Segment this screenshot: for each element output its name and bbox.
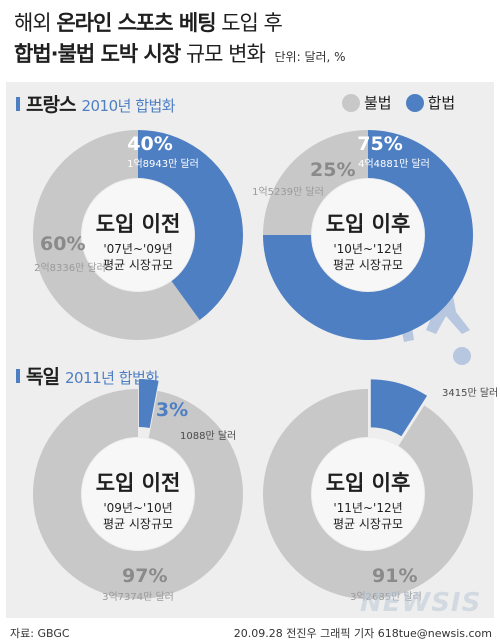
illegal-slice bbox=[263, 130, 368, 235]
donut-center-title: 도입 이후 bbox=[326, 471, 411, 495]
illegal-percent-label: 25% bbox=[310, 159, 355, 181]
germany-country: 독일 bbox=[26, 366, 60, 388]
donut-hole bbox=[312, 438, 424, 550]
title-block: 해외 온라인 스포츠 베팅 도입 후 합법·불법 도박 시장 규모 변화 단위:… bbox=[14, 8, 490, 73]
donut-hole bbox=[82, 438, 194, 550]
legal-amount-label: 3415만 달러 bbox=[442, 387, 498, 399]
donut-center-period: '11년~'12년 bbox=[333, 501, 402, 515]
donut-hole bbox=[82, 179, 194, 291]
legal-amount-label: 1088만 달러 bbox=[180, 430, 236, 442]
donut-center-title: 도입 이후 bbox=[326, 212, 411, 236]
title-line-1: 해외 온라인 스포츠 베팅 도입 후 bbox=[14, 8, 490, 39]
title-line-2: 합법·불법 도박 시장 규모 변화 단위: 달러, % bbox=[14, 39, 490, 73]
unit-label: 단위: 달러, % bbox=[274, 50, 346, 64]
illegal-slice bbox=[262, 389, 473, 599]
legal-percent-label: 40% bbox=[127, 133, 172, 155]
germany-section-title: 독일 2011년 합법화 bbox=[16, 362, 159, 389]
legal-slice bbox=[263, 130, 473, 340]
donut-center-subtitle: 평균 시장규모 bbox=[103, 517, 173, 531]
section-marker-icon bbox=[16, 97, 20, 111]
donut-center-period: '09년~'10년 bbox=[103, 501, 172, 515]
title-post-1: 도입 후 bbox=[221, 11, 283, 35]
illegal-amount-label: 3억7374만 달러 bbox=[102, 591, 174, 603]
legal-percent-label: 9% bbox=[374, 393, 406, 415]
donut-center-title: 도입 이전 bbox=[96, 471, 181, 495]
germany-year: 2011년 합법화 bbox=[64, 369, 159, 387]
illegal-amount-label: 2억8336만 달러 bbox=[34, 262, 106, 274]
donut-center-period: '07년~'09년 bbox=[103, 242, 172, 256]
donut-center-subtitle: 평균 시장규모 bbox=[333, 258, 403, 272]
footer: 자료: GBGC 20.09.28 전진우 그래픽 기자 618tue@news… bbox=[0, 618, 500, 644]
legend-legal-label: 합법 bbox=[427, 94, 456, 112]
donut-hole bbox=[312, 179, 424, 291]
donut-center-subtitle: 평균 시장규모 bbox=[103, 258, 173, 272]
legal-percent-label: 3% bbox=[156, 399, 188, 421]
france-year: 2010년 합법화 bbox=[81, 97, 176, 115]
illegal-percent-label: 91% bbox=[372, 565, 417, 587]
credit-label: 20.09.28 전진우 그래픽 기자 618tue@newsis.com bbox=[233, 627, 492, 640]
legal-slice bbox=[370, 379, 428, 437]
illegal-slice bbox=[32, 389, 243, 600]
france-section-title: 프랑스 2010년 합법화 bbox=[16, 90, 176, 117]
legend-illegal-label: 불법 bbox=[364, 94, 392, 112]
source-label: 자료: GBGC bbox=[10, 627, 70, 640]
legal-slice bbox=[138, 379, 159, 429]
donut-center-subtitle: 평균 시장규모 bbox=[333, 517, 403, 531]
legend-illegal-swatch bbox=[342, 93, 360, 112]
donut-center-title: 도입 이전 bbox=[96, 212, 181, 236]
legal-amount-label: 4억4881만 달러 bbox=[358, 158, 430, 170]
legal-amount-label: 1억8943만 달러 bbox=[127, 158, 199, 170]
illegal-percent-label: 60% bbox=[40, 233, 85, 255]
legend-legal-swatch bbox=[405, 93, 424, 112]
title-bold-1: 온라인 스포츠 베팅 bbox=[56, 11, 216, 35]
newsis-watermark: NEWSIS bbox=[360, 588, 482, 618]
section-marker-icon bbox=[16, 369, 20, 383]
legal-percent-label: 75% bbox=[357, 133, 402, 155]
france-country: 프랑스 bbox=[26, 94, 76, 116]
illegal-percent-label: 97% bbox=[122, 565, 167, 587]
title-pre: 해외 bbox=[14, 11, 52, 35]
legend: 불법 합법 bbox=[342, 92, 455, 113]
donut-center-period: '10년~'12년 bbox=[333, 242, 402, 256]
legal-slice bbox=[138, 130, 243, 320]
illegal-amount-label: 1억5239만 달러 bbox=[252, 186, 324, 198]
title-bold-2: 합법·불법 도박 시장 bbox=[14, 42, 181, 66]
illegal-slice bbox=[32, 130, 200, 340]
title-post-2: 규모 변화 bbox=[185, 42, 266, 66]
illegal-amount-label: 3억2685만 달러 bbox=[350, 591, 422, 603]
